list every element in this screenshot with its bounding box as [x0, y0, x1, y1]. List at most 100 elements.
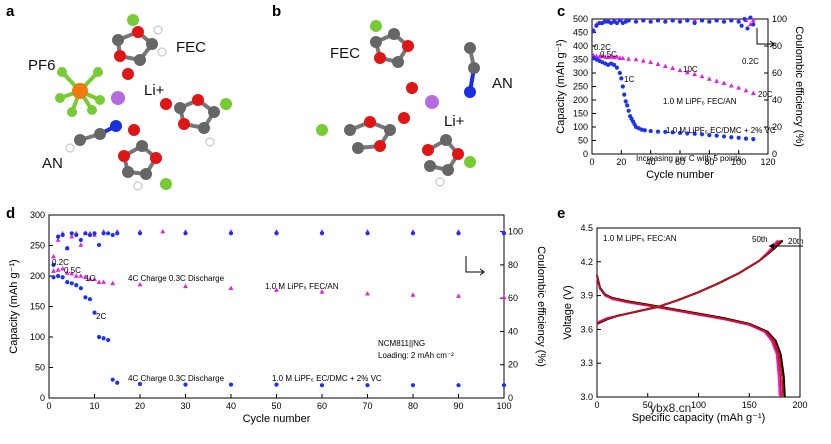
x-tick-label: 60	[317, 401, 327, 411]
data-point	[410, 231, 416, 236]
y-tick-label: 500	[573, 14, 588, 24]
data-point	[92, 276, 97, 281]
data-point	[736, 85, 742, 90]
y-tick-label: 0	[40, 393, 45, 403]
data-point	[183, 382, 188, 387]
y2-tick-label: 60	[508, 293, 518, 303]
data-point	[670, 18, 675, 23]
y2-tick-label: 0	[772, 149, 777, 159]
data-point	[65, 246, 70, 251]
y-tick-label: 100	[30, 332, 45, 342]
data-point	[55, 237, 61, 242]
annotation-rate: 10C	[683, 65, 698, 74]
fec-molecule-b3	[422, 134, 476, 187]
y-axis-title: Voltage (V)	[562, 285, 574, 339]
data-point	[456, 231, 461, 236]
data-point	[699, 132, 705, 137]
data-point	[51, 262, 56, 268]
data-point	[69, 270, 75, 276]
watermark: ybx8.cn	[650, 401, 691, 415]
y2-tick-label: 80	[772, 41, 782, 51]
data-point	[69, 281, 74, 286]
y2-tick-label: 20	[508, 360, 518, 370]
data-point	[78, 242, 84, 247]
data-point	[274, 231, 279, 236]
fec-molecule-bottom	[118, 124, 172, 191]
data-point	[699, 18, 705, 23]
chart-d: 0 10 20 30 40 50 60 70 80 90 100050100150200250300…	[8, 210, 547, 425]
voltage-curve-intermediate	[596, 239, 780, 324]
x-axis-title: Cycle number	[243, 413, 311, 425]
legend-20th: 20th	[788, 237, 804, 246]
data-point	[78, 273, 84, 278]
data-point	[160, 229, 166, 234]
data-point	[501, 231, 507, 236]
data-point	[663, 129, 668, 134]
data-point	[51, 253, 56, 259]
data-point	[56, 273, 61, 279]
data-point	[626, 108, 631, 113]
voltage-curve-intermediate	[596, 275, 784, 398]
data-point	[319, 383, 325, 388]
data-point	[101, 231, 106, 236]
fec-label-b: FEC	[330, 45, 360, 62]
data-point	[655, 61, 661, 66]
data-point	[608, 54, 614, 59]
data-point	[92, 310, 97, 315]
data-point	[677, 19, 683, 24]
data-point	[96, 334, 102, 340]
data-point	[110, 377, 115, 382]
panel-b-label: b	[272, 3, 281, 20]
data-point	[663, 19, 668, 24]
y-tick-label: 400	[573, 41, 588, 51]
lithium-ion-a	[111, 91, 125, 105]
data-point	[617, 70, 622, 76]
data-point	[64, 270, 70, 275]
data-point	[183, 231, 188, 236]
data-point	[73, 273, 79, 278]
fec-molecule-right	[160, 94, 232, 147]
data-point	[83, 295, 88, 300]
data-point	[743, 136, 749, 141]
y2-tick-label: 0	[508, 393, 513, 403]
x-tick-label: 30	[180, 401, 190, 411]
axis-arrow	[465, 256, 485, 276]
data-point	[721, 134, 727, 139]
data-point	[751, 137, 756, 142]
data-point	[614, 20, 620, 26]
data-point	[183, 283, 188, 289]
voltage-curve-charge	[596, 239, 779, 324]
data-point	[622, 92, 627, 97]
data-point	[750, 90, 756, 96]
x-axis-title: Cycle number	[646, 169, 714, 181]
x-tick-label: 10	[89, 401, 99, 411]
data-point	[642, 128, 647, 133]
data-point	[456, 293, 461, 298]
x-tick-label: 60	[675, 157, 685, 167]
data-point	[69, 234, 75, 239]
data-point	[78, 237, 83, 243]
data-point	[501, 294, 507, 300]
data-point	[137, 281, 143, 287]
y-axis-title: Capacity (mAh g⁻¹)	[8, 259, 20, 353]
y-tick-label: 100	[573, 122, 588, 132]
data-point	[692, 17, 698, 23]
annotation-protocol: 4C Charge 0.3C Discharge	[128, 374, 225, 383]
an-molecule-a	[65, 120, 122, 153]
legend-ec-dmc: 1.0 M LiPF₆ EC/DMC + 2% VC	[272, 374, 382, 383]
an-label-b: AN	[492, 75, 513, 92]
y2-tick-label: 60	[772, 68, 782, 78]
x-tick-label: 20	[616, 157, 626, 167]
y-tick-label: 250	[30, 241, 45, 251]
data-point	[87, 297, 93, 302]
data-point	[743, 87, 749, 93]
data-point	[684, 69, 690, 75]
data-point	[365, 383, 370, 388]
annotation-rate: 20C	[758, 90, 773, 99]
panel-a-label: a	[6, 3, 15, 20]
data-point	[736, 19, 741, 24]
data-point	[365, 291, 370, 296]
data-point	[736, 135, 741, 140]
data-point	[501, 383, 507, 388]
data-point	[751, 22, 756, 27]
